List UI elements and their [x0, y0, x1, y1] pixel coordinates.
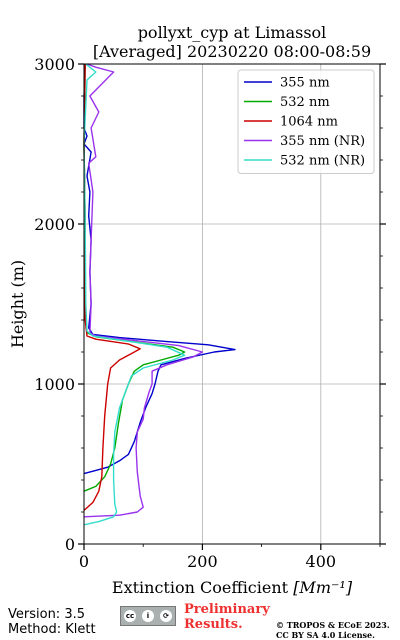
plot-frame — [83, 63, 381, 545]
series-line-532-nm-nr — [83, 63, 186, 526]
by-icon: i — [142, 610, 154, 622]
copyright-line1: © TROPOS & ECoE 2023. — [276, 620, 390, 630]
x-tick-label: 400 — [306, 552, 337, 571]
legend-entry: 532 nm — [280, 95, 330, 110]
y-tick-label: 3000 — [34, 55, 75, 74]
x-tick-label: 0 — [79, 552, 89, 571]
x-axis-label-unit: [Mm⁻¹] — [293, 578, 353, 597]
legend: 355 nm 532 nm 1064 nm 355 nm (NR) 532 nm (NR… — [237, 69, 375, 174]
legend-entry: 532 nm (NR) — [280, 154, 365, 169]
y-tick-label: 0 — [65, 535, 75, 554]
y-axis-label: Height (m) — [8, 260, 27, 348]
preliminary-notice: Preliminary Results. — [184, 602, 270, 632]
x-tick-label: 200 — [187, 552, 218, 571]
method-text: Method: Klett — [8, 622, 96, 637]
legend-entry: 355 nm — [280, 76, 330, 91]
legend-entry: 1064 nm — [280, 115, 338, 130]
copyright-line2: CC BY SA 4.0 License. — [276, 630, 375, 640]
legend-entry: 355 nm (NR) — [280, 134, 365, 149]
x-axis-label: Extinction Coefficient [Mm⁻¹] — [112, 578, 353, 597]
series-line-1064-nm — [83, 63, 141, 511]
chart-title-line2: [Averaged] 20230220 08:00-08:59 — [93, 42, 371, 61]
series-layer — [83, 63, 236, 526]
copyright-notice: © TROPOS & ECoE 2023. CC BY SA 4.0 Licen… — [276, 620, 390, 640]
footer-info: Version: 3.5 Method: Klett — [8, 607, 96, 637]
series-line-355-nm-nr — [83, 63, 204, 518]
x-axis-label-text: Extinction Coefficient — [112, 578, 289, 597]
sa-icon: ⟳ — [160, 610, 172, 622]
series-line-532-nm — [83, 63, 186, 492]
profile-chart: pollyxt_cyp at Limassol [Averaged] 20230… — [8, 23, 386, 597]
series-line-355-nm — [83, 63, 236, 475]
cc-license-logo: cc i ⟳ — [120, 606, 176, 626]
cc-icon: cc — [124, 610, 136, 622]
legend-box — [237, 69, 375, 174]
preliminary-line1: Preliminary — [184, 602, 270, 617]
chart-title-line1: pollyxt_cyp at Limassol — [138, 23, 327, 42]
y-tick-label: 2000 — [34, 215, 75, 234]
version-text: Version: 3.5 — [8, 607, 85, 622]
axis-ticks: 0 200 400 0 1000 2000 3000 — [34, 55, 386, 571]
y-tick-label: 1000 — [34, 375, 75, 394]
preliminary-line2: Results. — [184, 617, 243, 632]
